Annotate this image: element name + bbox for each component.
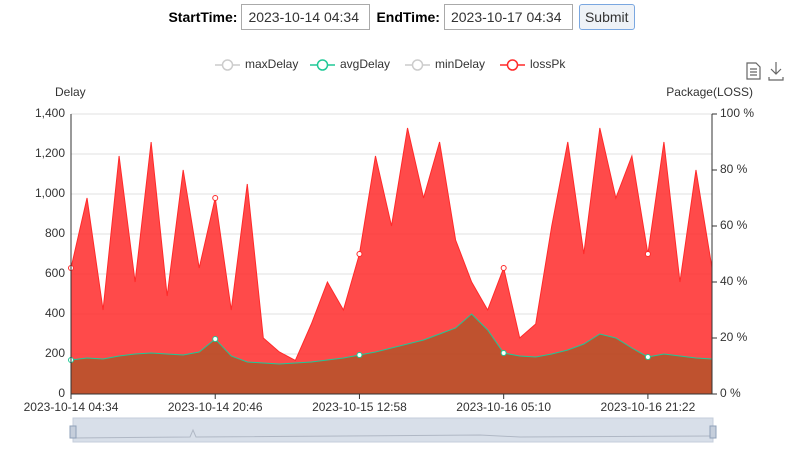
legend-label: avgDelay [340,57,390,71]
legend-label: lossPk [530,57,566,71]
save-icon[interactable] [768,62,784,81]
point-marker [212,195,219,201]
legend-item[interactable]: minDelay [405,57,485,71]
legend-symbol [316,59,329,71]
series-area [71,314,712,394]
form: StartTime: 2023-10-14 04:34 EndTime: 202… [0,4,803,30]
series-area [71,128,712,394]
start-label: StartTime: [168,9,238,25]
y2-tick-label: 100 % [720,106,754,120]
end-input[interactable]: 2023-10-17 04:34 [443,4,573,30]
point-marker [644,251,651,257]
series-line [70,313,713,365]
y-tick-label: 200 [45,346,65,360]
point-marker [500,265,507,271]
zoom-slider[interactable] [69,417,717,443]
x-tick-label: 2023-10-14 04:34 [24,400,119,414]
legend-item[interactable]: lossPk [500,57,566,71]
y-axis-title: Delay [55,85,86,99]
legend-symbol [221,59,234,71]
y-tick-label: 800 [45,226,65,240]
point-marker [644,354,651,360]
y2-tick-label: 0 % [720,386,741,400]
x-tick-label: 2023-10-15 12:58 [312,400,407,414]
submit-button[interactable]: Submit [578,4,635,30]
legend-symbol [411,59,424,71]
point-marker [356,251,363,257]
series-line [70,127,713,362]
y-tick-label: 1,000 [35,186,65,200]
start-input[interactable]: 2023-10-14 04:34 [241,4,371,30]
x-tick-label: 2023-10-16 21:22 [601,400,696,414]
point-marker [500,350,507,356]
legend-symbol [506,59,519,71]
y-tick-label: 1,400 [35,106,65,120]
chart: Delay Package(LOSS) 0 200 400 600 800 1,000 1,… [24,57,784,443]
legend-label: maxDelay [245,57,298,71]
y2-tick-label: 80 % [720,162,748,176]
x-tick-label: 2023-10-16 05:10 [456,400,551,414]
point-marker [212,336,219,342]
legend-item[interactable]: avgDelay [310,57,390,71]
y2-tick-label: 20 % [720,330,748,344]
y-tick-label: 0 [58,386,65,400]
point-marker [356,352,363,358]
y2-tick-label: 40 % [720,274,748,288]
y-tick-label: 1,200 [35,146,65,160]
legend-label: minDelay [435,57,485,71]
y-tick-label: 400 [45,306,65,320]
legend-item[interactable]: maxDelay [215,57,298,71]
y2-tick-label: 60 % [720,218,748,232]
toolbox [746,62,784,81]
x-tick-label: 2023-10-14 20:46 [168,400,263,414]
y-tick-label: 600 [45,266,65,280]
y2-axis-title: Package(LOSS) [666,85,753,99]
data-view-icon[interactable] [746,62,761,80]
end-label: EndTime: [376,9,440,25]
